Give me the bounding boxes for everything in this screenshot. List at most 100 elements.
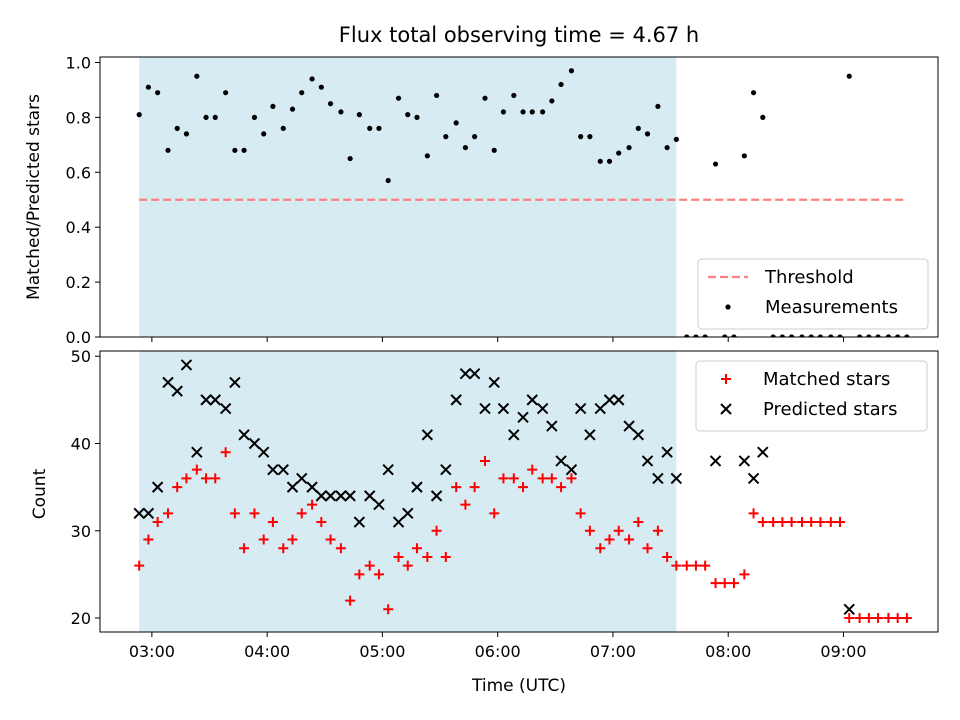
measurement-point	[482, 95, 488, 101]
observing-span-shade	[139, 57, 677, 337]
measurement-point	[385, 177, 391, 184]
x-axis-label: Time (UTC)	[471, 676, 566, 696]
measurement-point	[895, 334, 901, 337]
y-tick-label: 40	[71, 435, 91, 454]
predicted-star-point	[142, 507, 155, 520]
matched-star-point	[325, 534, 336, 545]
predicted-star-point	[459, 367, 472, 380]
matched-star-point	[777, 517, 788, 528]
predicted-star-point	[200, 394, 212, 406]
predicted-star-point	[641, 455, 654, 467]
matched-star-point	[901, 613, 912, 624]
x-tick-label: 03:00	[129, 642, 175, 661]
matched-star-point	[892, 613, 903, 624]
matched-star-point	[316, 517, 327, 528]
measurement-point	[395, 95, 402, 101]
measurement-point	[770, 334, 776, 337]
measurement-point	[750, 90, 757, 96]
matched-star-point	[172, 482, 183, 493]
matched-star-point	[768, 517, 779, 528]
predicted-star-point	[171, 385, 183, 397]
measurement-point	[223, 90, 229, 96]
measurement-point	[693, 334, 699, 337]
matched-star-point	[835, 517, 846, 528]
measurement-point	[529, 109, 535, 115]
predicted-star-point	[546, 420, 558, 432]
matched-star-point	[152, 517, 163, 528]
matched-star-point	[815, 517, 826, 528]
y-tick-label: 1.0	[66, 53, 91, 72]
measurement-point	[155, 90, 161, 96]
matched-star-point	[345, 595, 356, 606]
measurement-point	[875, 334, 881, 337]
series-predicted-stars	[133, 359, 855, 616]
matched-star-point	[489, 508, 500, 519]
matched-star-point	[681, 560, 692, 571]
y-tick-label: 0.8	[66, 108, 91, 127]
matched-star-point	[191, 464, 202, 475]
x-tick-label: 08:00	[705, 642, 751, 661]
measurement-point	[433, 92, 440, 99]
matched-star-point	[825, 517, 836, 528]
matched-star-point	[278, 543, 289, 554]
measurement-point	[251, 114, 258, 120]
measurement-point	[309, 76, 315, 82]
predicted-star-point	[248, 437, 261, 450]
predicted-star-point	[238, 429, 250, 441]
measurement-point	[367, 125, 373, 131]
matched-star-point	[566, 473, 577, 484]
matched-star-point	[575, 508, 586, 519]
matched-star-point	[883, 613, 894, 624]
y-tick-label: 30	[71, 522, 91, 541]
matched-star-point	[267, 517, 278, 528]
matched-star-point	[595, 543, 606, 554]
measurement-point	[597, 158, 603, 164]
x-tick-label: 09:00	[820, 642, 866, 661]
predicted-star-point	[402, 507, 414, 520]
measurement-point	[846, 73, 852, 79]
predicted-star-point	[526, 394, 538, 406]
matched-star-point	[796, 517, 807, 528]
legend-label: Threshold	[764, 267, 854, 288]
matched-star-point	[739, 569, 750, 580]
x-tick-label: 04:00	[244, 642, 290, 661]
measurement-point	[261, 131, 267, 137]
predicted-star-point	[267, 463, 279, 476]
count-panel: 20 30 40 50 03:00 04:00 05:00 06:00 07:00 08:00 09…	[71, 347, 939, 661]
measurement-point	[616, 150, 622, 156]
figure-title: Flux total observing time = 4.67 h	[339, 23, 699, 47]
x-tick-label: 06:00	[475, 642, 521, 661]
measurement-point	[500, 109, 507, 115]
measurement-point	[299, 90, 305, 96]
predicted-star-point	[324, 490, 337, 502]
matched-star-point	[642, 543, 653, 554]
predicted-star-point	[277, 463, 289, 476]
matched-star-point	[700, 560, 711, 571]
matched-star-point	[604, 534, 615, 545]
y-tick-label: 0.6	[66, 163, 91, 182]
measurement-point	[453, 120, 459, 126]
predicted-star-point	[353, 516, 366, 528]
legend-box	[695, 360, 928, 432]
matched-star-point	[613, 525, 624, 536]
predicted-star-point	[497, 402, 510, 415]
measurement-point	[568, 68, 575, 74]
matched-star-point	[652, 525, 663, 536]
predicted-star-point	[133, 507, 145, 520]
predicted-star-point	[257, 446, 270, 458]
matched-star-point	[393, 551, 404, 562]
measurement-point	[318, 84, 324, 90]
measurement-point	[183, 131, 190, 137]
matched-star-point	[335, 543, 346, 554]
legend: Matched stars Predicted stars	[695, 360, 928, 432]
plot-area	[133, 359, 912, 624]
measurement-point	[491, 147, 497, 153]
predicted-star-point	[162, 376, 174, 389]
measurement-point	[635, 125, 641, 131]
predicted-star-point	[344, 490, 356, 502]
measurement-point	[587, 134, 593, 140]
matched-star-point	[671, 560, 682, 571]
series-matched-stars	[134, 447, 912, 624]
observing-span-shade	[139, 351, 677, 632]
